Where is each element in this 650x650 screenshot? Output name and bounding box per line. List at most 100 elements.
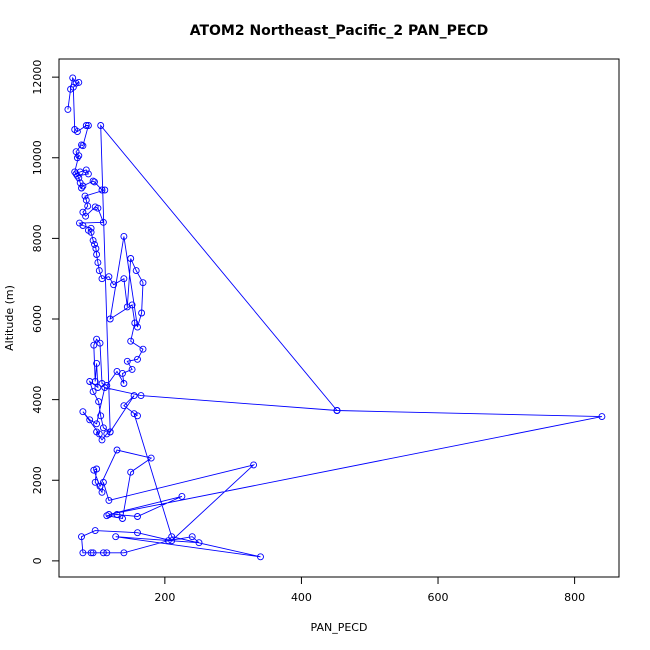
data-point bbox=[93, 465, 101, 473]
data-point bbox=[120, 275, 128, 283]
data-point bbox=[128, 301, 136, 309]
data-point bbox=[79, 222, 87, 229]
data-point bbox=[106, 315, 114, 323]
data-point bbox=[73, 128, 81, 136]
data-point bbox=[113, 511, 121, 518]
data-point bbox=[168, 537, 176, 545]
data-point bbox=[97, 122, 105, 129]
series-PAN_PECD bbox=[64, 74, 606, 561]
data-point bbox=[123, 303, 131, 311]
data-point bbox=[64, 105, 72, 113]
data-point bbox=[79, 182, 87, 190]
data-point bbox=[97, 412, 105, 420]
x-tick-label: 600 bbox=[428, 591, 449, 604]
data-point bbox=[69, 83, 77, 91]
data-point bbox=[78, 184, 85, 192]
data-point bbox=[78, 141, 85, 149]
data-point bbox=[91, 240, 98, 248]
data-point bbox=[89, 549, 97, 557]
data-point bbox=[134, 412, 141, 420]
data-point bbox=[139, 279, 147, 287]
data-point bbox=[127, 255, 135, 262]
data-point bbox=[113, 367, 121, 375]
data-point bbox=[101, 384, 109, 391]
data-point bbox=[110, 281, 118, 289]
data-point bbox=[89, 236, 97, 244]
data-point bbox=[79, 549, 87, 557]
data-point bbox=[91, 378, 99, 385]
data-point bbox=[105, 496, 113, 504]
data-point bbox=[91, 478, 99, 486]
data-point bbox=[250, 461, 258, 469]
data-point bbox=[95, 267, 103, 275]
y-axis: 0 2000 4000 6000 8000 10000 12000 bbox=[31, 60, 59, 564]
x-axis: 200 400 600 800 bbox=[154, 577, 585, 604]
data-point bbox=[75, 152, 83, 160]
data-point bbox=[93, 420, 101, 428]
data-point bbox=[103, 430, 111, 438]
data-point bbox=[98, 275, 106, 283]
data-point bbox=[119, 515, 126, 522]
y-tick-label: 12000 bbox=[31, 60, 44, 95]
data-point bbox=[89, 388, 97, 396]
data-point bbox=[99, 218, 107, 226]
data-point bbox=[106, 428, 114, 436]
data-point bbox=[99, 549, 107, 557]
data-point bbox=[164, 537, 172, 545]
data-point bbox=[75, 78, 83, 86]
chart-title: ATOM2 Northeast_Pacific_2 PAN_PECD bbox=[190, 23, 489, 39]
data-point bbox=[95, 430, 103, 438]
data-point bbox=[120, 549, 128, 557]
data-point bbox=[96, 339, 104, 347]
data-point bbox=[93, 359, 101, 367]
x-tick-label: 400 bbox=[291, 591, 312, 604]
data-point bbox=[96, 482, 104, 490]
data-point bbox=[82, 166, 90, 174]
y-tick-label: 0 bbox=[31, 557, 44, 564]
data-point bbox=[93, 335, 101, 343]
data-point bbox=[93, 251, 101, 258]
y-tick-label: 10000 bbox=[31, 140, 44, 175]
data-point bbox=[73, 172, 81, 180]
data-point bbox=[147, 454, 155, 462]
data-point bbox=[130, 392, 138, 400]
data-point bbox=[79, 142, 87, 150]
data-point bbox=[82, 122, 90, 129]
data-point bbox=[188, 533, 196, 541]
y-tick-label: 6000 bbox=[31, 305, 44, 333]
data-point bbox=[168, 533, 176, 541]
y-axis-label: Altitude (m) bbox=[3, 285, 16, 351]
data-point bbox=[134, 513, 141, 520]
y-tick-label: 2000 bbox=[31, 466, 44, 494]
data-point bbox=[101, 186, 109, 194]
data-point bbox=[78, 533, 85, 541]
data-point bbox=[134, 529, 141, 537]
data-point bbox=[91, 527, 99, 535]
data-point bbox=[99, 478, 107, 486]
data-point bbox=[103, 549, 111, 557]
data-point bbox=[103, 512, 111, 520]
series-line bbox=[67, 76, 602, 558]
data-point bbox=[130, 410, 138, 418]
data-point bbox=[257, 553, 264, 561]
data-point bbox=[137, 392, 145, 400]
data-point bbox=[128, 365, 136, 373]
plot-frame bbox=[58, 58, 620, 578]
data-point bbox=[98, 436, 106, 444]
data-point bbox=[127, 337, 135, 345]
data-point bbox=[120, 402, 128, 410]
data-point bbox=[123, 357, 131, 365]
data-point bbox=[87, 228, 95, 236]
data-point bbox=[95, 398, 103, 406]
data-point bbox=[131, 319, 139, 327]
data-point bbox=[98, 186, 106, 194]
data-point bbox=[195, 539, 203, 547]
data-point bbox=[75, 174, 83, 182]
data-point bbox=[94, 259, 102, 267]
data-point bbox=[87, 549, 95, 557]
data-point bbox=[84, 170, 92, 178]
y-tick-label: 8000 bbox=[31, 224, 44, 252]
data-point bbox=[79, 408, 87, 416]
data-point bbox=[91, 178, 98, 186]
data-point bbox=[598, 413, 606, 421]
